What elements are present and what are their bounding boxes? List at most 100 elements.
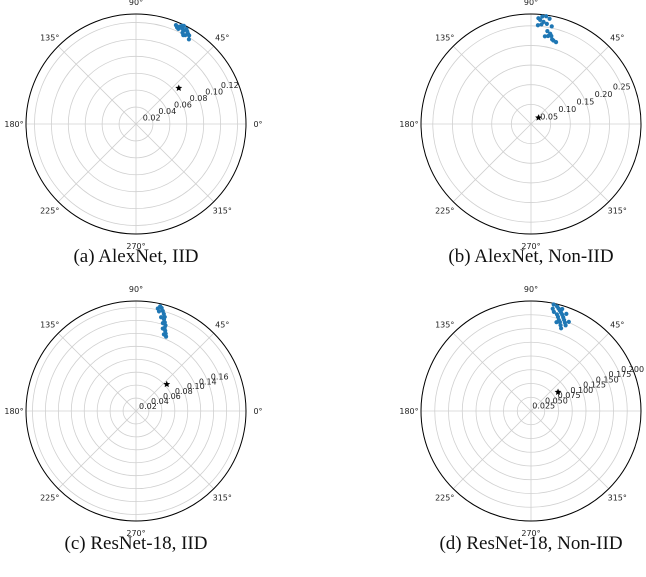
radius-tick-label: 0.06 [174, 101, 192, 110]
radius-tick-label: 0.175 [608, 370, 631, 379]
radius-gridline [516, 396, 546, 426]
scatter-point [159, 315, 164, 320]
angle-gridline [57, 45, 137, 125]
scatter-point [558, 323, 563, 328]
angle-tick-label: 180° [4, 407, 23, 416]
scatter-point [549, 24, 554, 29]
angle-tick-label: 45° [610, 34, 624, 43]
radius-gridline [448, 328, 614, 494]
panel-caption: (a) AlexNet, IID [73, 246, 199, 267]
angle-tick-label: 270° [521, 529, 540, 538]
angle-tick-label: 135° [40, 321, 59, 330]
angle-tick-label: 180° [399, 407, 418, 416]
radius-tick-label: 0.04 [151, 397, 169, 406]
scatter-point [564, 311, 569, 316]
angle-tick-label: 270° [126, 529, 145, 538]
radius-gridline [503, 383, 559, 439]
radius-gridline [489, 369, 573, 453]
angle-tick-label: 45° [215, 34, 229, 43]
angle-tick-label: 45° [215, 321, 229, 330]
radius-tick-label: 0.06 [163, 392, 181, 401]
scatter-point [566, 319, 571, 324]
angle-gridline [57, 123, 137, 203]
radius-tick-label: 0.16 [211, 372, 229, 381]
scatter-point [554, 320, 559, 325]
radius-tick-label: 0.050 [545, 396, 568, 405]
scatter-point [545, 29, 550, 34]
angle-tick-label: 315° [213, 493, 232, 502]
polar-panel-1: 0° 45° 90° 135° 180° 225° 270° 315° 0.020.040.06… [4, 0, 262, 251]
scatter-point [160, 321, 165, 326]
angle-tick-label: 0° [253, 120, 262, 129]
scatter-point [559, 326, 564, 331]
panel-caption: (c) ResNet-18, IID [64, 533, 208, 554]
scatter-point [181, 32, 186, 38]
radius-tick-label: 0.08 [190, 94, 208, 103]
scatter-point [539, 22, 544, 27]
polar-frame [420, 13, 642, 235]
radius-gridline [461, 341, 601, 481]
angle-gridline [57, 410, 137, 490]
scatter-point [547, 16, 552, 21]
radius-gridline [96, 371, 176, 451]
radius-tick-label: 0.08 [175, 387, 193, 396]
angle-tick-label: 0° [253, 407, 262, 416]
radius-gridline [70, 345, 202, 477]
radius-gridline [34, 22, 238, 226]
angle-tick-label: 270° [126, 242, 145, 251]
angle-tick-label: 90° [524, 285, 538, 294]
radius-gridline [118, 106, 154, 142]
angle-gridline [452, 45, 532, 125]
panel-caption: (b) AlexNet, Non-IID [448, 246, 614, 267]
angle-tick-label: 225° [40, 206, 59, 215]
radius-tick-label: 0.20 [595, 90, 613, 99]
scatter-point [160, 326, 165, 331]
angle-tick-label: 225° [435, 206, 454, 215]
angle-tick-label: 135° [435, 321, 454, 330]
radius-gridline [491, 84, 571, 164]
panel-caption: (d) ResNet-18, Non-IID [439, 533, 623, 554]
angle-gridline [135, 123, 215, 203]
angle-tick-label: 270° [521, 242, 540, 251]
angle-tick-label: 315° [608, 493, 627, 502]
radius-tick-label: 0.25 [613, 82, 631, 91]
scatter-point [553, 40, 559, 45]
radius-gridline [122, 397, 150, 425]
radius-tick-label: 0.200 [621, 365, 644, 374]
angle-gridline [57, 332, 137, 412]
radius-tick-label: 0.12 [221, 81, 239, 90]
radius-gridline [510, 103, 552, 145]
radius-tick-label: 0.125 [583, 381, 606, 390]
radius-gridline [452, 45, 610, 203]
radius-gridline [475, 355, 587, 467]
polar-frame [420, 300, 642, 522]
scatter-point [554, 312, 560, 317]
radius-tick-label: 0.025 [532, 402, 555, 411]
radius-gridline [84, 72, 188, 176]
scatter-point [540, 14, 545, 19]
radius-tick-label: 0.02 [139, 402, 157, 411]
scatter-point [187, 33, 192, 38]
angle-gridline [135, 45, 215, 125]
angle-tick-label: 90° [524, 0, 538, 7]
polar-panel-2: 0°45°90°135°180°225°270°315°0.050.100.15… [399, 0, 642, 251]
scatter-point [535, 23, 541, 28]
angle-tick-label: 135° [435, 34, 454, 43]
angle-tick-label: 45° [610, 321, 624, 330]
radius-tick-label: 0.10 [205, 88, 223, 97]
radius-tick-label: 0.02 [143, 114, 161, 123]
scatter-point [538, 17, 543, 22]
star-marker [175, 84, 183, 92]
radius-gridline [434, 314, 628, 508]
radius-gridline [57, 332, 215, 490]
angle-gridline [135, 410, 215, 490]
scatter-point [563, 323, 568, 328]
scatter-point [156, 309, 162, 314]
star-marker [535, 114, 542, 121]
radius-gridline [109, 384, 163, 438]
radius-tick-label: 0.14 [199, 377, 217, 386]
radius-gridline [67, 55, 205, 193]
scatter-point [544, 21, 549, 26]
polar-panel-3: 0° 45° 90° 135° 180° 225° 270° 315° 0.020.040.06… [4, 285, 262, 538]
